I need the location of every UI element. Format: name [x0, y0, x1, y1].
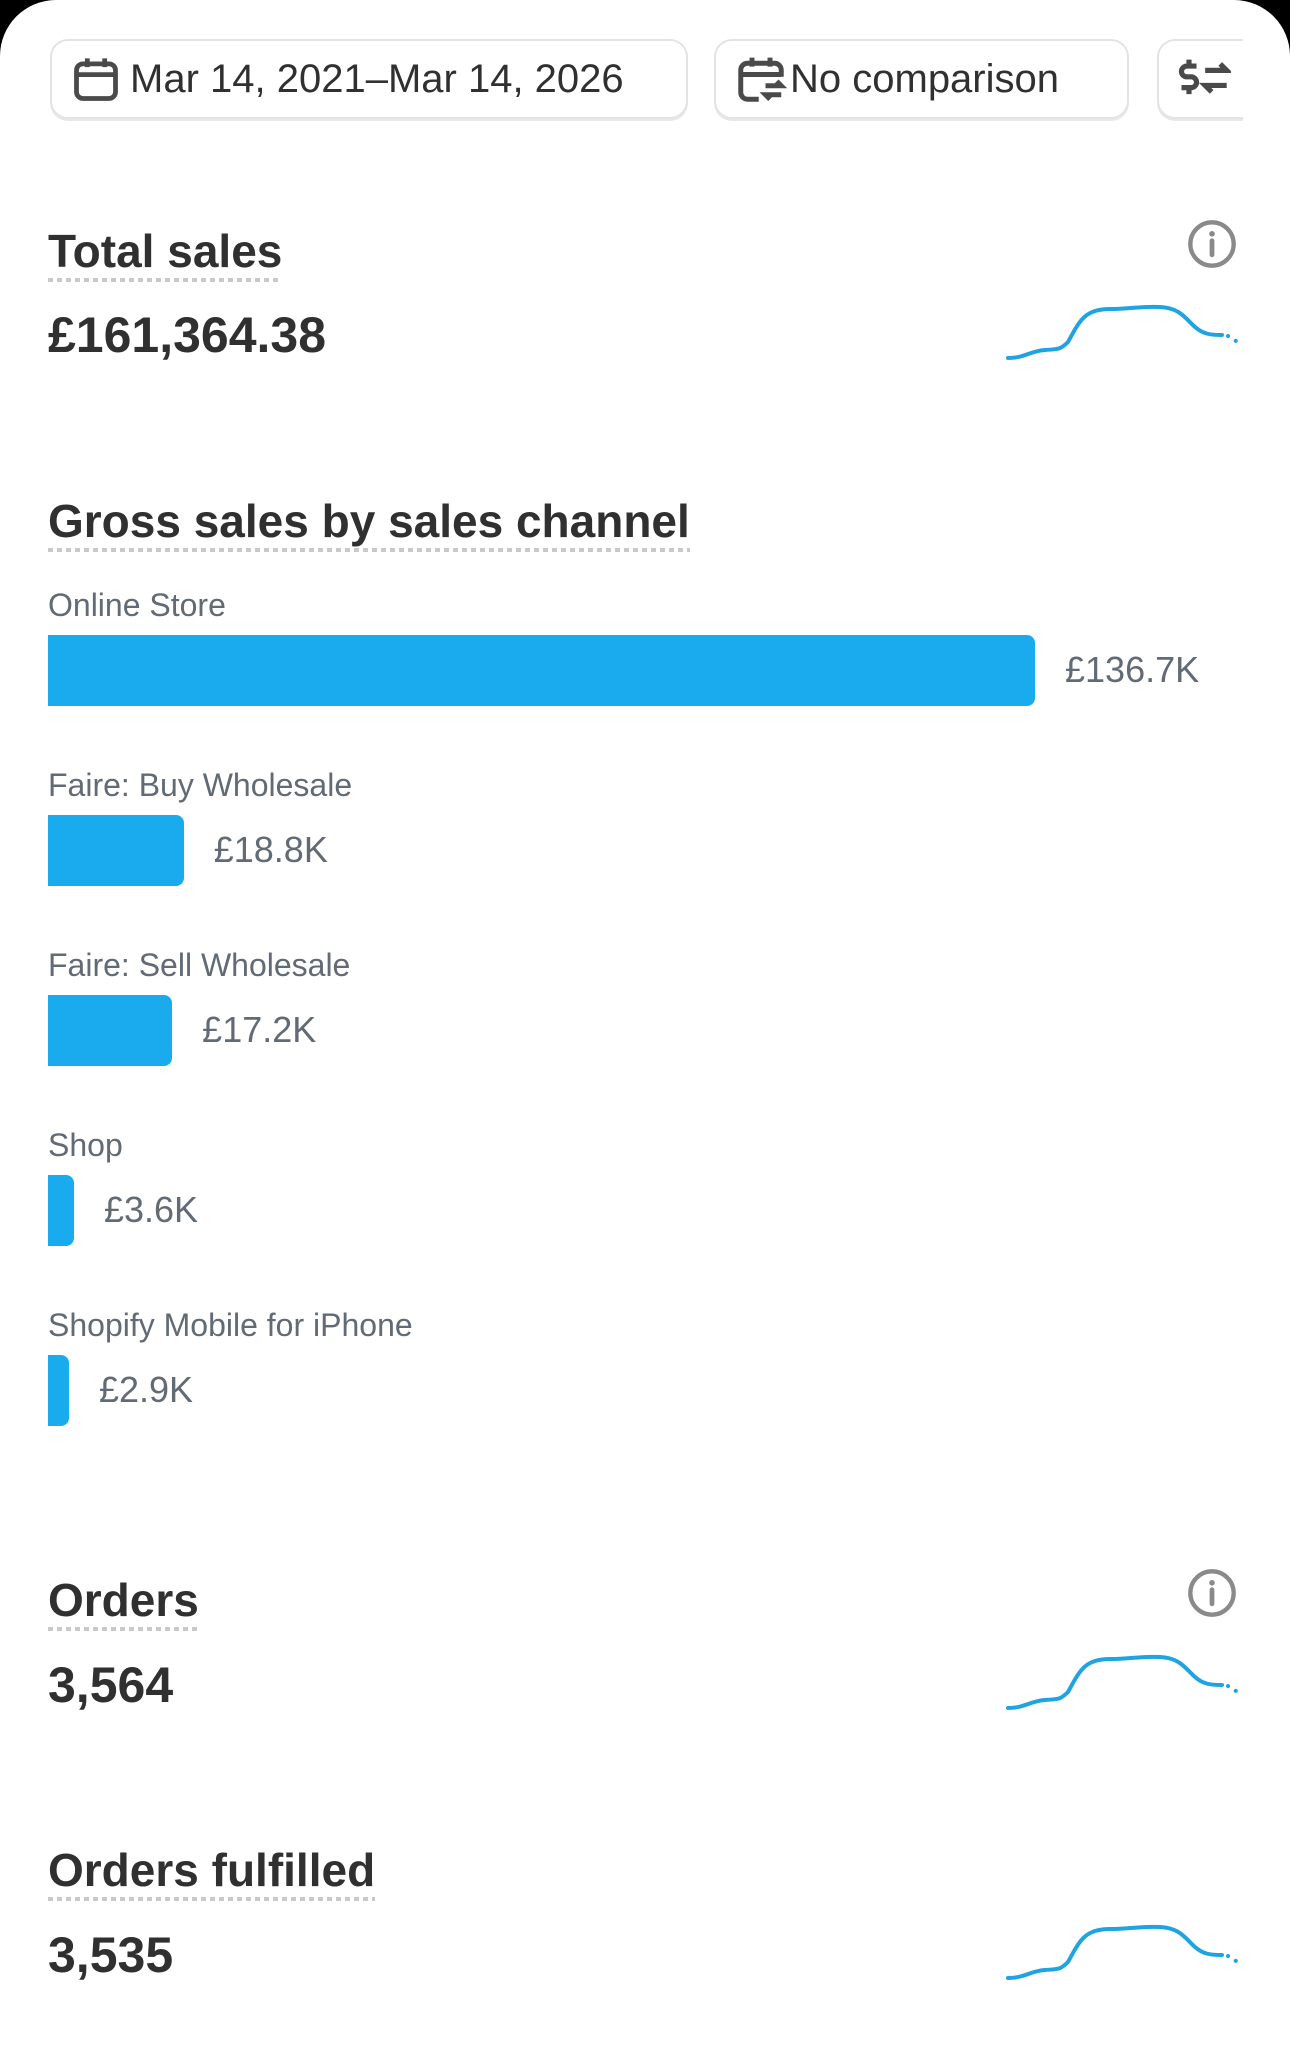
gross-sales-title[interactable]: Gross sales by sales channel	[48, 494, 690, 552]
orders-fulfilled-value: 3,535	[48, 1927, 174, 1983]
channel-bar[interactable]	[48, 815, 184, 886]
info-icon[interactable]	[1186, 1567, 1238, 1619]
orders-title[interactable]: Orders	[48, 1573, 199, 1631]
channel-label: Faire: Buy Wholesale	[48, 767, 353, 803]
channel-bar[interactable]	[48, 1175, 74, 1246]
orders-fulfilled-sparkline	[1006, 1924, 1240, 1980]
date-range-button[interactable]: Mar 14, 2021–Mar 14, 2026	[50, 39, 688, 119]
calendar-compare-icon	[738, 57, 788, 102]
date-range-label: Mar 14, 2021–Mar 14, 2026	[130, 56, 624, 101]
channel-bar[interactable]	[48, 635, 1035, 706]
channel-bar[interactable]	[48, 1355, 69, 1426]
total-sales-title[interactable]: Total sales	[48, 224, 283, 282]
channel-bar[interactable]	[48, 995, 173, 1066]
channel-label: Faire: Sell Wholesale	[48, 947, 351, 983]
channel-label: Shop	[48, 1127, 123, 1163]
info-icon[interactable]	[1186, 218, 1238, 270]
channel-value-label: £2.9K	[98, 1369, 194, 1410]
calendar-icon	[74, 58, 118, 101]
orders-value: 3,564	[48, 1657, 174, 1713]
comparison-button[interactable]: No comparison	[714, 39, 1129, 119]
comparison-label: No comparison	[790, 56, 1060, 101]
channel-label: Online Store	[48, 587, 226, 623]
channel-value-label: £18.8K	[213, 829, 328, 870]
currency-exchange-icon	[1178, 59, 1231, 95]
orders-fulfilled-title[interactable]: Orders fulfilled	[48, 1843, 376, 1901]
channel-value-label: £3.6K	[103, 1189, 199, 1230]
channel-value-label: £136.7K	[1065, 649, 1200, 690]
total-sales-value: £161,364.38	[48, 307, 327, 363]
channel-label: Shopify Mobile for iPhone	[48, 1307, 413, 1343]
channel-value-label: £17.2K	[202, 1009, 317, 1050]
currency-button[interactable]	[1157, 39, 1243, 119]
total-sales-sparkline	[1006, 304, 1240, 360]
orders-sparkline	[1006, 1654, 1240, 1710]
